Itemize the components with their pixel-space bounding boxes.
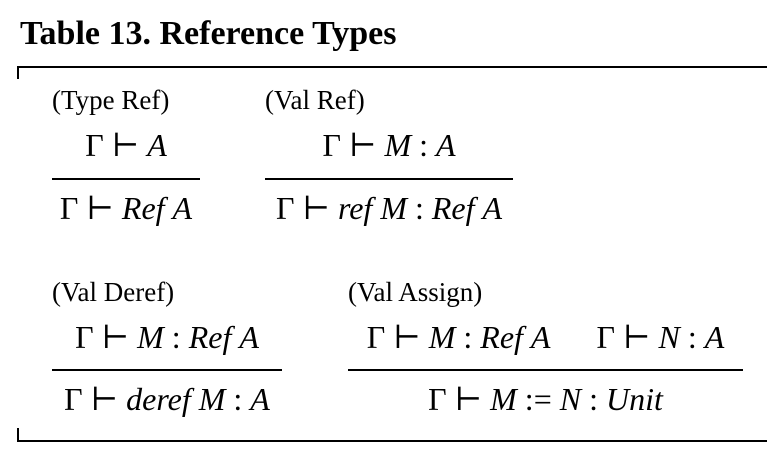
rule-name: (Val Ref) bbox=[265, 85, 365, 115]
frame-bottom-border bbox=[17, 440, 767, 442]
frame-bottom-corner bbox=[17, 428, 19, 442]
premise-judgment: Γ ⊢ M : A bbox=[322, 127, 456, 163]
rule-premise: Γ ⊢ A bbox=[52, 126, 200, 164]
frame-top-border bbox=[17, 66, 767, 68]
premise-judgment: Γ ⊢ N : A bbox=[596, 319, 725, 355]
rule-premises: Γ ⊢ M : Ref A Γ ⊢ N : A bbox=[348, 318, 743, 356]
inference-bar bbox=[52, 369, 282, 371]
rule-premise: Γ ⊢ M : Ref A bbox=[52, 318, 282, 356]
rule-conclusion: Γ ⊢ M := N : Unit bbox=[428, 381, 663, 417]
inference-bar bbox=[265, 178, 513, 180]
rule-conclusion: Γ ⊢ Ref A bbox=[59, 190, 193, 226]
rule-conclusion: Γ ⊢ ref M : Ref A bbox=[275, 190, 503, 226]
premise-judgment: Γ ⊢ M : Ref A bbox=[75, 319, 259, 355]
rule-name: (Val Assign) bbox=[348, 277, 483, 307]
rule-name: (Val Deref) bbox=[52, 277, 175, 307]
rule-premise: Γ ⊢ M : A bbox=[265, 126, 513, 164]
premise-judgment: Γ ⊢ A bbox=[85, 127, 167, 163]
rule-name: (Type Ref) bbox=[52, 85, 170, 115]
inference-bar bbox=[348, 369, 743, 371]
table-title: Table 13. Reference Types bbox=[20, 15, 397, 52]
inference-bar bbox=[52, 178, 200, 180]
rule-conclusion: Γ ⊢ deref M : A bbox=[64, 381, 270, 417]
frame-top-corner bbox=[17, 66, 19, 79]
premise-judgment: Γ ⊢ M : Ref A bbox=[366, 319, 551, 355]
